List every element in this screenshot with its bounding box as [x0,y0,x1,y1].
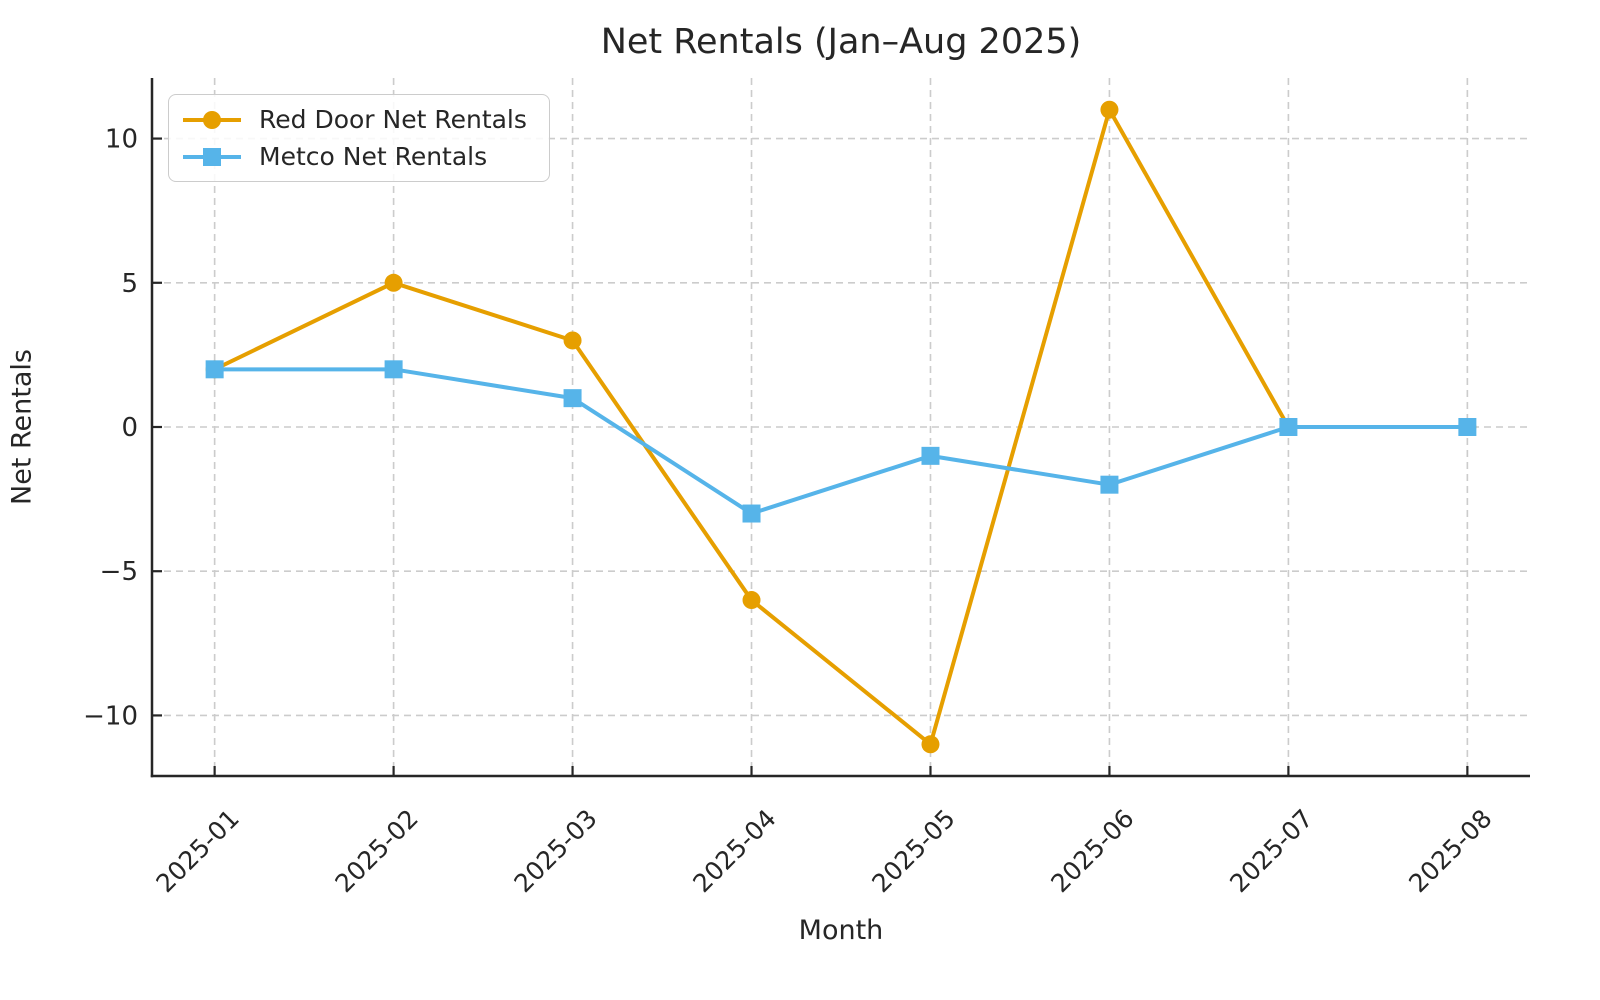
y-tick-label: 10 [105,125,138,155]
data-point-square [921,446,940,465]
series-line-red-door-net-rentals [212,107,1470,747]
x-tick-label: 2025-04 [687,804,781,898]
axis-tick-labels: −10 −5 0 5 10 2025-01 2025-02 2025-03 2025-04 202… [83,125,1497,899]
data-point-circle [563,331,582,350]
x-tick-label: 2025-05 [866,804,960,898]
legend-item-red-door: Red Door Net Rentals [181,105,527,134]
data-point-circle [921,735,940,754]
legend-label-red-door: Red Door Net Rentals [259,105,527,134]
legend: Red Door Net Rentals Metco Net Rentals [168,94,550,182]
data-point-square [1100,475,1119,494]
legend-item-metco: Metco Net Rentals [181,142,527,171]
series-line-metco-net-rentals [212,367,1470,516]
data-point-square [384,360,403,379]
x-tick-label: 2025-02 [329,804,423,898]
y-tick-label: 5 [121,269,138,299]
data-series [205,100,1477,754]
chart-title: Net Rentals (Jan–Aug 2025) [600,22,1082,62]
y-tick-label: −10 [83,701,138,731]
x-axis-label: Month [798,915,884,946]
data-point-circle [384,273,403,292]
y-tick-label: 0 [121,413,138,443]
data-point-square [563,389,582,408]
legend-label-metco: Metco Net Rentals [259,142,488,171]
x-tick-label: 2025-01 [151,804,245,898]
data-point-circle [742,591,761,610]
axis-ticks [152,137,1469,776]
legend-swatch-red-door [183,110,241,129]
legend-swatch-metco [183,147,241,166]
data-point-square [205,360,224,379]
y-tick-label: −5 [100,557,138,587]
x-tick-label: 2025-08 [1403,804,1497,898]
data-point-square [1458,418,1477,436]
data-point-square [742,504,761,523]
x-tick-label: 2025-06 [1045,804,1139,898]
data-point-circle [1100,100,1119,119]
data-point-square [1279,418,1298,436]
x-tick-label: 2025-03 [508,804,602,898]
x-tick-label: 2025-07 [1224,804,1318,898]
